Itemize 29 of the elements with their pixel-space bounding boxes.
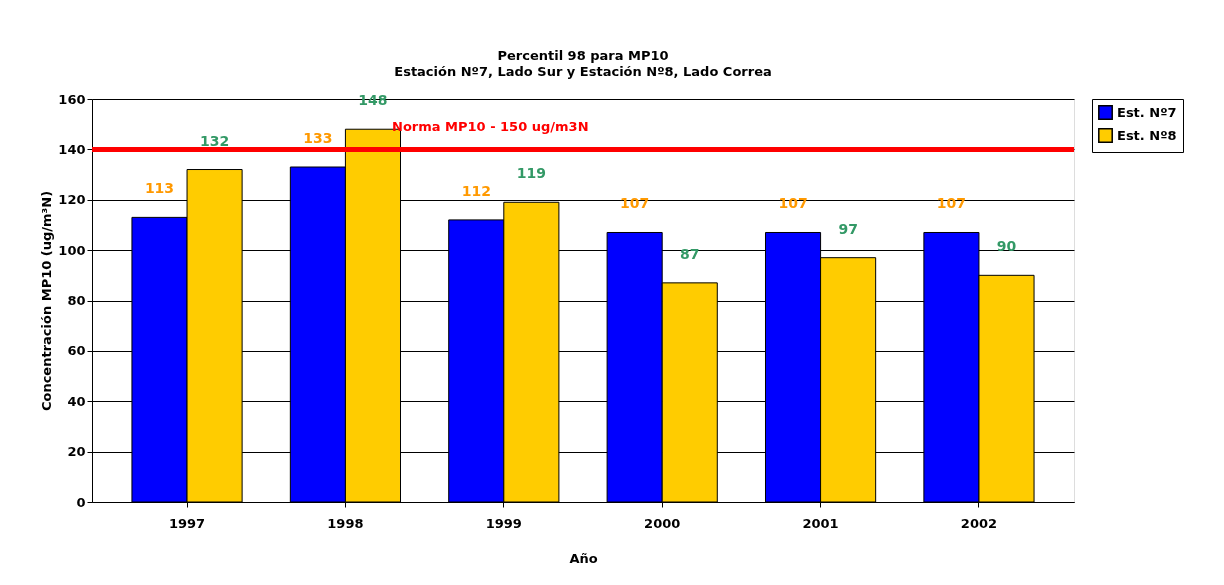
y-tick-label: 120 [58, 192, 86, 208]
chart-subtitle: Estación Nº7, Lado Sur y Estación Nº8, Lado Correa [394, 64, 772, 79]
data-label: 87 [680, 245, 700, 262]
x-tick-label: 1997 [168, 515, 206, 531]
data-label: 112 [461, 182, 491, 199]
y-tick-label: 40 [67, 393, 86, 409]
y-tick-label: 0 [76, 494, 86, 510]
y-tick-label: 20 [67, 444, 86, 460]
y-tick-label: 140 [58, 141, 86, 157]
legend-label: Est. Nº7 [1117, 104, 1177, 120]
data-label: 113 [144, 180, 175, 197]
x-tick-label: 1999 [485, 515, 522, 531]
y-axis-title: Concentración MP10 (ug/m³N) [39, 190, 55, 412]
x-axis-title: Año [569, 550, 598, 566]
y-tick-label: 60 [67, 343, 86, 359]
legend-label: Est. Nº8 [1117, 127, 1177, 143]
ref-line-label: Norma MP10 - 150 ug/m3N [392, 119, 589, 135]
y-tick-label: 80 [67, 293, 86, 308]
chart-title: Percentil 98 para MP10 [497, 48, 669, 63]
data-label: 97 [838, 220, 858, 237]
y-tick-label: 160 [58, 91, 86, 107]
x-tick-label: 2002 [960, 515, 998, 531]
data-label: 119 [516, 165, 546, 182]
x-tick-label: 1998 [327, 515, 364, 531]
data-label: 133 [303, 130, 333, 147]
x-tick-label: 2000 [644, 515, 681, 531]
data-label: 132 [199, 132, 230, 149]
x-tick-label: 2001 [802, 515, 839, 531]
y-tick-label: 100 [58, 242, 86, 258]
